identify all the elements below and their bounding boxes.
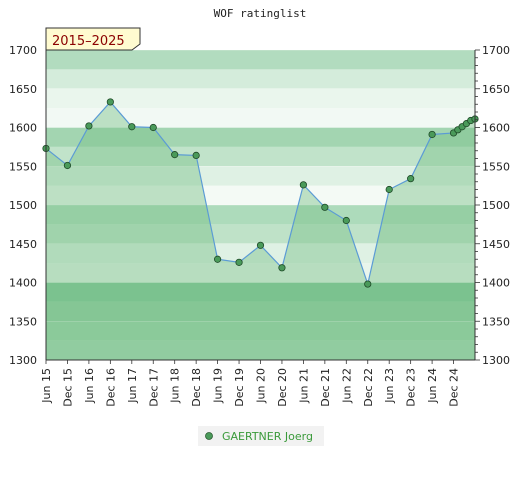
x-tick-label: Dec 16 [104,368,117,407]
y-tick-label-left: 1500 [9,199,37,212]
data-point-11 [278,264,286,272]
data-point-14 [342,216,350,225]
data-point-18 [428,130,436,139]
y-tick-label-right: 1300 [482,354,510,367]
data-point-3 [106,98,114,106]
x-tick-label: Dec 18 [190,368,203,407]
y-tick-label-right: 1650 [482,83,510,96]
y-axis-left: 1300 1350 1400 1450 1500 1550 1600 1650 1700 [9,44,37,367]
legend: GAERTNER Joerg [198,426,324,446]
y-tick-label-left: 1550 [9,160,37,173]
data-point-1 [63,161,72,170]
x-axis: Jun 15 Dec 15 Jun 16 Dec 16 Jun 17 Dec 17 Jun … [40,360,461,407]
x-tick-label: Dec 21 [319,368,332,407]
x-tick-label: Jun 16 [83,368,96,404]
y-tick-label-right: 1500 [482,199,510,212]
x-tick-label: Dec 19 [233,368,246,407]
area-fill [46,101,475,361]
y-tick-label-right: 1550 [482,160,510,173]
x-tick-label: Dec 22 [362,368,375,407]
x-tick-label: Jun 17 [126,368,139,404]
data-point-13 [321,203,329,211]
band-1625 [46,88,475,109]
x-tick-label: Jun 20 [255,368,268,404]
y-tick-label-right: 1400 [482,277,510,290]
data-point-4 [128,123,136,131]
data-point-15 [364,280,372,288]
band-1550 [46,146,475,167]
band-1300 [46,340,475,360]
x-tick-label: Dec 24 [448,368,461,407]
band-1400 [46,263,475,283]
y-tick-label-left: 1400 [9,277,37,290]
data-point-9 [235,258,243,266]
band-1450 [46,224,475,244]
band-1425 [46,243,475,264]
y-tick-label-left: 1650 [9,83,37,96]
y-tick-label-right: 1350 [482,315,510,328]
y-tick-label-left: 1350 [9,315,37,328]
data-point-5 [149,123,157,132]
x-tick-label: Dec 17 [147,368,160,407]
period-badge: 2015–2025 [45,27,141,51]
band-1675 [46,50,475,70]
band-1325 [46,321,475,341]
x-tick-label: Jun 22 [340,368,353,404]
data-point-16 [385,185,393,194]
x-tick-label: Dec 15 [61,368,74,407]
chart-title: WOF ratinglist [214,7,307,20]
x-tick-label: Dec 23 [405,368,418,407]
y-tick-label-left: 1450 [9,238,37,251]
data-point-8 [214,255,222,263]
period-badge-text: 2015–2025 [52,34,125,49]
x-tick-label: Jun 15 [40,368,53,404]
y-tick-label-left: 1600 [9,122,37,135]
data-point-2 [85,122,93,130]
data-point-17 [407,175,415,183]
legend-marker [205,432,213,440]
y-tick-label-left: 1300 [9,354,37,367]
y-tick-label-right: 1450 [482,238,510,251]
data-point-6 [171,151,179,159]
y-axis-right: 1300 1350 1400 1450 1500 1550 1600 1650 1700 [475,44,510,367]
data-point-10 [256,241,265,249]
band-1475 [46,205,475,225]
x-tick-label: Dec 20 [276,368,289,407]
band-1600 [46,108,475,128]
data-point-12 [299,181,307,189]
y-tick-label-left: 1700 [9,44,37,57]
x-tick-label: Jun 24 [426,368,439,404]
background-bands [46,50,475,360]
area-path [46,101,475,361]
x-tick-label: Jun 21 [297,368,310,404]
x-tick-label: Jun 18 [169,368,182,404]
x-tick-label: Jun 23 [383,368,396,404]
x-tick-label: Jun 19 [212,368,225,404]
band-1575 [46,127,475,147]
legend-series-name: GAERTNER Joerg [222,430,313,443]
y-tick-label-right: 1600 [482,122,510,135]
band-1350 [46,301,475,322]
band-1525 [46,166,475,186]
band-1650 [46,69,475,89]
y-tick-label-right: 1700 [482,44,510,57]
data-point-7 [192,151,200,159]
band-1500 [46,185,475,205]
